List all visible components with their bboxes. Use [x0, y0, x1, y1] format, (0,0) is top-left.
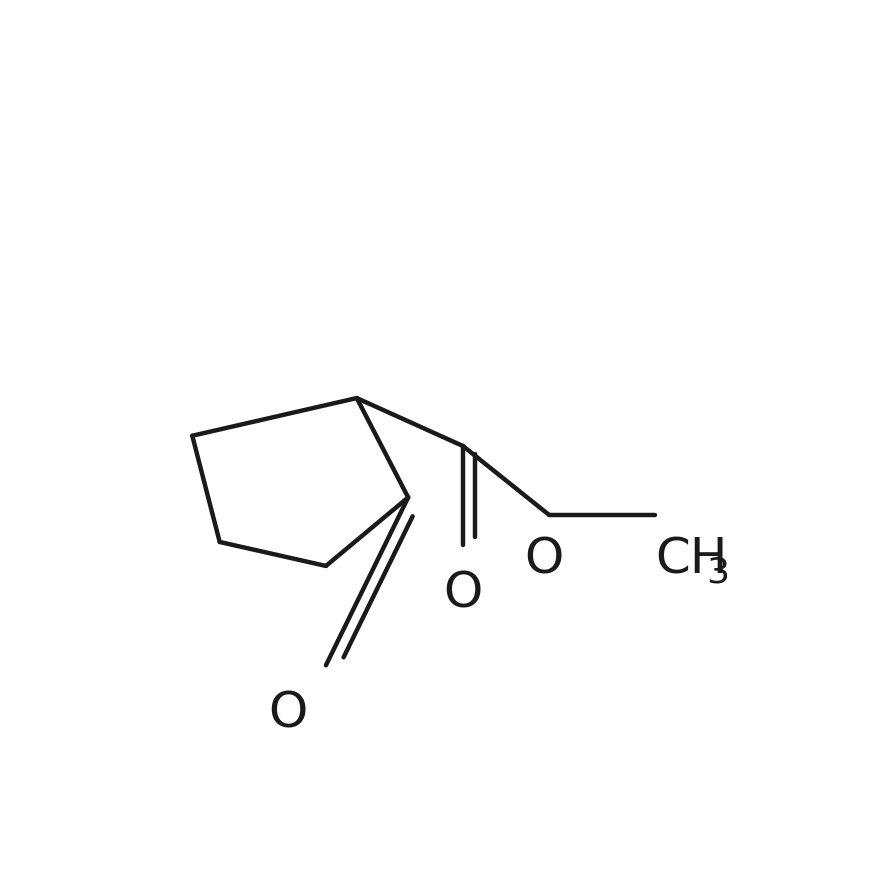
Text: O: O — [524, 535, 563, 583]
Text: O: O — [269, 689, 308, 737]
Text: CH: CH — [655, 535, 727, 583]
Text: O: O — [443, 570, 482, 618]
Text: 3: 3 — [707, 555, 729, 590]
